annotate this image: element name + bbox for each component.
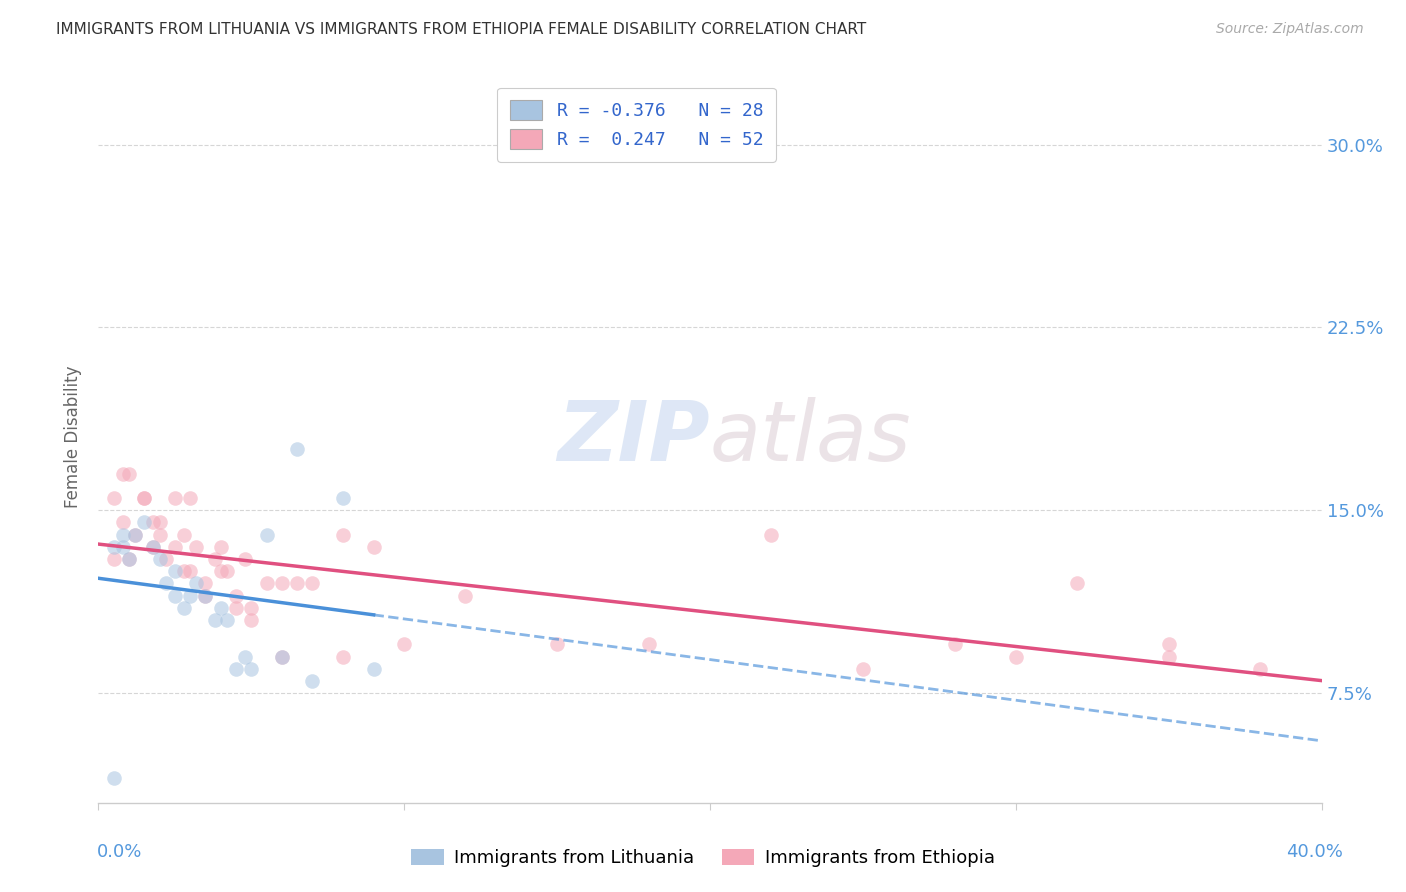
Point: [332, 491, 354, 505]
Point: [332, 527, 354, 541]
Point: [142, 516, 165, 530]
Point: [1157, 649, 1180, 664]
Point: [134, 491, 156, 505]
Text: 0.0%: 0.0%: [97, 843, 142, 861]
Point: [1004, 649, 1026, 664]
Point: [209, 564, 232, 578]
Point: [111, 540, 134, 554]
Point: [204, 552, 226, 566]
Point: [256, 527, 278, 541]
Point: [852, 662, 875, 676]
Point: [194, 576, 217, 591]
Point: [155, 552, 177, 566]
Point: [240, 613, 263, 627]
Point: [111, 527, 134, 541]
Point: [546, 637, 568, 651]
Point: [179, 589, 201, 603]
Point: [204, 613, 226, 627]
Text: 40.0%: 40.0%: [1286, 843, 1343, 861]
Point: [111, 467, 134, 481]
Legend: Immigrants from Lithuania, Immigrants from Ethiopia: Immigrants from Lithuania, Immigrants fr…: [404, 841, 1002, 874]
Point: [134, 516, 156, 530]
Point: [209, 600, 232, 615]
Point: [173, 527, 195, 541]
Point: [363, 662, 385, 676]
Legend: R = -0.376   N = 28, R =  0.247   N = 52: R = -0.376 N = 28, R = 0.247 N = 52: [498, 87, 776, 161]
Point: [270, 576, 292, 591]
Point: [124, 527, 146, 541]
Text: atlas: atlas: [710, 397, 911, 477]
Point: [363, 540, 385, 554]
Point: [155, 576, 177, 591]
Point: [118, 552, 141, 566]
Point: [1249, 662, 1271, 676]
Text: ZIP: ZIP: [557, 397, 710, 477]
Point: [225, 589, 247, 603]
Point: [270, 649, 292, 664]
Point: [285, 442, 308, 457]
Point: [225, 662, 247, 676]
Point: [209, 540, 232, 554]
Point: [1066, 576, 1088, 591]
Point: [124, 527, 146, 541]
Point: [1157, 637, 1180, 651]
Point: [134, 491, 156, 505]
Point: [240, 662, 263, 676]
Point: [194, 589, 217, 603]
Point: [186, 576, 208, 591]
Y-axis label: Female Disability: Female Disability: [65, 366, 83, 508]
Point: [301, 576, 323, 591]
Point: [256, 576, 278, 591]
Point: [149, 516, 172, 530]
Point: [637, 637, 661, 651]
Point: [163, 491, 186, 505]
Point: [103, 540, 125, 554]
Point: [103, 552, 125, 566]
Point: [270, 649, 292, 664]
Point: [225, 600, 247, 615]
Point: [240, 600, 263, 615]
Point: [173, 600, 195, 615]
Point: [163, 564, 186, 578]
Point: [173, 564, 195, 578]
Text: IMMIGRANTS FROM LITHUANIA VS IMMIGRANTS FROM ETHIOPIA FEMALE DISABILITY CORRELAT: IMMIGRANTS FROM LITHUANIA VS IMMIGRANTS …: [56, 22, 866, 37]
Point: [759, 527, 782, 541]
Point: [332, 649, 354, 664]
Point: [233, 649, 256, 664]
Point: [163, 589, 186, 603]
Point: [301, 673, 323, 688]
Point: [179, 564, 201, 578]
Point: [194, 589, 217, 603]
Point: [142, 540, 165, 554]
Point: [118, 552, 141, 566]
Point: [149, 527, 172, 541]
Text: Source: ZipAtlas.com: Source: ZipAtlas.com: [1216, 22, 1364, 37]
Point: [103, 772, 125, 786]
Point: [285, 576, 308, 591]
Point: [233, 552, 256, 566]
Point: [163, 540, 186, 554]
Point: [142, 540, 165, 554]
Point: [454, 589, 477, 603]
Point: [179, 491, 201, 505]
Point: [149, 552, 172, 566]
Point: [118, 467, 141, 481]
Point: [943, 637, 966, 651]
Point: [103, 491, 125, 505]
Point: [215, 564, 238, 578]
Point: [186, 540, 208, 554]
Point: [215, 613, 238, 627]
Point: [111, 516, 134, 530]
Point: [392, 637, 416, 651]
